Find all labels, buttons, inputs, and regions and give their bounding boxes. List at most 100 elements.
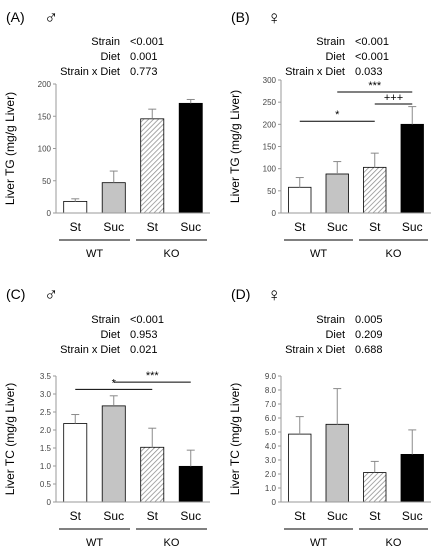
sex-symbol: ♂ (44, 8, 58, 29)
bar (178, 465, 203, 503)
stat-term: Strain x Diet (60, 344, 120, 356)
y-tick-label: 0.5 (40, 480, 52, 489)
panel-d: (D) ♀ Strain 0.005 Diet 0.209 Strain x Diet 0… (219, 275, 438, 550)
x-tick-label: Suc (103, 220, 124, 234)
significance-label: *** (368, 80, 382, 92)
y-tick-label: 100 (38, 145, 52, 154)
stat-p-value: 0.001 (130, 51, 158, 63)
stat-p-value: 0.005 (355, 314, 383, 326)
bar (140, 118, 165, 214)
x-tick-label: Suc (327, 220, 348, 234)
chart-svg-c: (C) ♂ Strain <0.001 Diet 0.953 Strain x Diet… (3, 285, 210, 549)
y-tick-label: 300 (263, 76, 277, 85)
y-tick-label: 7.0 (265, 400, 277, 409)
x-tick-label: St (294, 220, 306, 234)
x-tick-label: St (147, 220, 159, 234)
bar (400, 123, 424, 214)
y-tick-label: 4.0 (265, 442, 277, 451)
bar (63, 423, 88, 503)
x-tick-label: St (294, 509, 306, 523)
y-tick-label: 50 (42, 177, 51, 186)
stat-term: Strain (91, 36, 120, 48)
bar (288, 433, 312, 503)
stat-p-value: 0.021 (130, 344, 158, 356)
y-tick-label: 100 (263, 165, 277, 174)
x-tick-label: Suc (180, 220, 201, 234)
stat-p-value: 0.688 (355, 344, 383, 356)
x-tick-label: Suc (103, 509, 124, 523)
group-label: WT (310, 248, 327, 260)
y-tick-label: 0 (272, 209, 277, 218)
group-label: WT (86, 248, 103, 260)
stat-term: Strain (316, 36, 345, 48)
significance-label: *** (146, 370, 160, 382)
y-tick-label: 250 (263, 98, 277, 107)
bar (178, 102, 203, 214)
x-tick-label: Suc (180, 509, 201, 523)
y-tick-label: 8.0 (265, 386, 277, 395)
x-tick-label: St (70, 509, 82, 523)
panel-c: (C) ♂ Strain <0.001 Diet 0.953 Strain x Diet… (0, 275, 219, 550)
y-tick-label: 1.0 (265, 484, 277, 493)
x-tick-label: St (369, 220, 381, 234)
stat-term: Diet (100, 51, 120, 63)
stat-term: Strain (91, 314, 120, 326)
bar (101, 405, 126, 503)
bar (325, 173, 349, 214)
stat-p-value: <0.001 (355, 51, 389, 63)
stat-term: Strain (316, 314, 345, 326)
y-tick-label: 150 (38, 112, 52, 121)
panel-label: (D) (231, 286, 250, 302)
x-tick-label: St (147, 509, 159, 523)
y-tick-label: 1.5 (40, 444, 52, 453)
y-tick-label: 200 (263, 120, 277, 129)
stat-p-value: <0.001 (130, 36, 164, 48)
chart-svg-a: (A) ♂ Strain <0.001 Diet 0.001 Strain x Diet… (3, 8, 210, 260)
y-tick-label: 0 (47, 209, 52, 218)
group-label: KO (386, 537, 402, 549)
y-axis-label: Liver TC (mg/g Liver) (3, 383, 17, 495)
chart-svg-b: (B) ♀ Strain <0.001 Diet <0.001 Strain x Die… (228, 8, 431, 260)
y-tick-label: 2.0 (40, 426, 52, 435)
x-tick-label: Suc (402, 509, 423, 523)
y-tick-label: 0 (272, 498, 277, 507)
y-tick-label: 50 (267, 187, 276, 196)
stat-term: Strain x Diet (60, 66, 120, 78)
group-label: WT (86, 537, 103, 549)
panel-label: (A) (6, 9, 25, 25)
bar (363, 472, 387, 503)
sex-symbol: ♀ (267, 285, 281, 306)
stat-term: Diet (325, 51, 345, 63)
bar (288, 186, 312, 214)
y-tick-label: 6.0 (265, 414, 277, 423)
x-tick-label: St (369, 509, 381, 523)
y-tick-label: 200 (38, 80, 52, 89)
bar (400, 453, 424, 503)
panel-label: (C) (6, 286, 25, 302)
y-axis-label: Liver TG (mg/g Liver) (3, 92, 17, 205)
significance-label: * (112, 377, 117, 389)
panel-b: (B) ♀ Strain <0.001 Diet <0.001 Strain x Die… (219, 0, 438, 275)
y-tick-label: 3.0 (265, 456, 277, 465)
stat-p-value: <0.001 (355, 36, 389, 48)
x-tick-label: St (70, 220, 82, 234)
y-tick-label: 3.0 (40, 390, 52, 399)
stat-p-value: 0.773 (130, 66, 158, 78)
significance-label: +++ (384, 92, 403, 104)
x-tick-label: Suc (402, 220, 423, 234)
stat-term: Diet (100, 329, 120, 341)
stat-p-value: 0.033 (355, 66, 383, 78)
y-axis-label: Liver TG (mg/g Liver) (228, 90, 242, 203)
bar (63, 200, 88, 214)
significance-label: * (335, 109, 340, 121)
group-label: KO (164, 537, 180, 549)
group-label: KO (386, 248, 402, 260)
y-tick-label: 9.0 (265, 372, 277, 381)
stat-term: Strain x Diet (285, 66, 345, 78)
bar (140, 446, 165, 503)
stat-p-value: <0.001 (130, 314, 164, 326)
stat-term: Diet (325, 329, 345, 341)
chart-svg-d: (D) ♀ Strain 0.005 Diet 0.209 Strain x Diet 0… (228, 285, 431, 549)
bar (101, 182, 126, 214)
stat-p-value: 0.953 (130, 329, 158, 341)
